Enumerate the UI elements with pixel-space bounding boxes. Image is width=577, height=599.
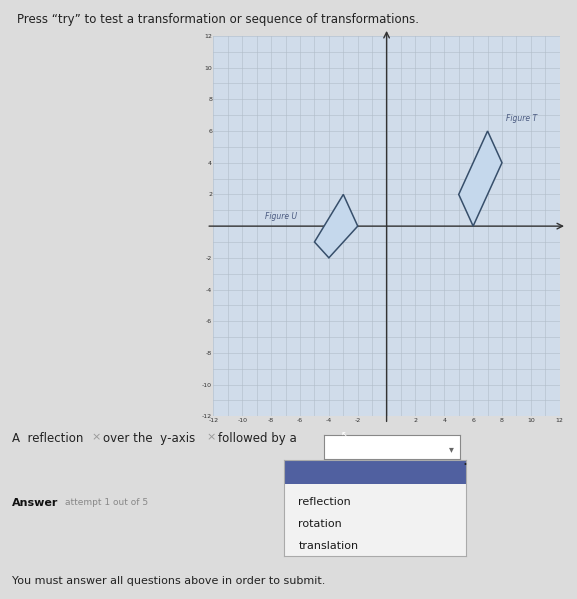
Text: reflection: reflection xyxy=(298,497,351,507)
Text: ▾: ▾ xyxy=(449,444,454,453)
Text: rotation: rotation xyxy=(298,519,342,530)
Text: ×: × xyxy=(91,432,100,443)
Text: You must answer all questions above in order to submit.: You must answer all questions above in o… xyxy=(12,576,325,586)
Text: translation: translation xyxy=(298,541,358,551)
Text: ×: × xyxy=(207,432,216,443)
Text: over the  y‑axis: over the y‑axis xyxy=(103,432,195,446)
Text: ↖: ↖ xyxy=(341,431,349,440)
Polygon shape xyxy=(459,131,502,226)
Text: Press “try” to test a transformation or sequence of transformations.: Press “try” to test a transformation or … xyxy=(17,13,419,26)
Text: followed by a: followed by a xyxy=(218,432,297,446)
Polygon shape xyxy=(314,195,358,258)
Text: Figure U: Figure U xyxy=(265,213,297,222)
FancyBboxPatch shape xyxy=(284,460,466,484)
Text: .: . xyxy=(463,453,467,468)
Text: A  reflection: A reflection xyxy=(12,432,83,446)
Text: attempt 1 out of 5: attempt 1 out of 5 xyxy=(65,498,148,507)
Text: Figure T: Figure T xyxy=(507,114,537,123)
Text: Answer: Answer xyxy=(12,498,58,509)
